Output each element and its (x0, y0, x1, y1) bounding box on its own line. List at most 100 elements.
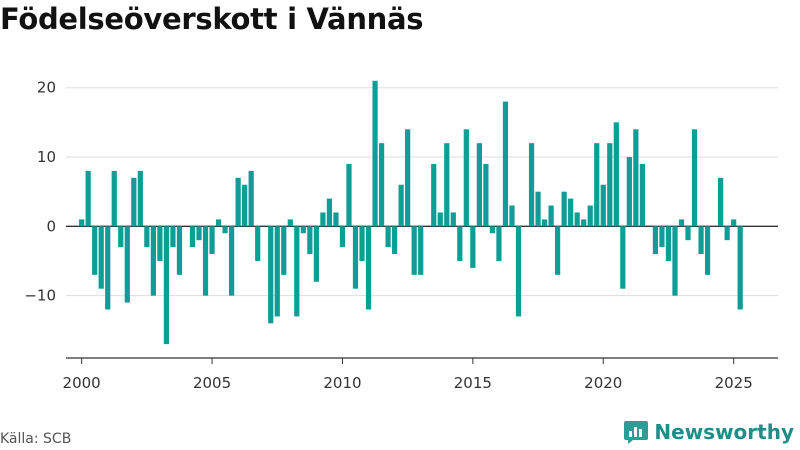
bar (79, 219, 85, 227)
bar (157, 226, 163, 261)
bar (574, 212, 580, 227)
bar (320, 212, 326, 227)
bar (463, 129, 469, 227)
y-tick-label: 20 (37, 79, 56, 97)
bar (639, 163, 645, 227)
bar (444, 143, 450, 227)
bar (170, 226, 176, 248)
x-tick-label: 2025 (715, 374, 753, 392)
bar (607, 143, 613, 227)
bar (457, 226, 463, 261)
bar (229, 226, 235, 296)
bar (281, 226, 287, 275)
bar (378, 143, 385, 227)
bar (587, 205, 593, 227)
bar (483, 163, 489, 227)
x-tick-label: 2020 (584, 374, 622, 392)
bar (476, 143, 482, 227)
bar (613, 122, 619, 227)
bar (385, 226, 391, 248)
source-note: Källa: SCB (0, 431, 72, 447)
bar (731, 219, 737, 227)
bar (568, 198, 574, 227)
bar (339, 226, 346, 248)
bar (98, 226, 104, 289)
brand-logo: Newsworthy (623, 419, 794, 445)
bar (398, 184, 404, 227)
bar (105, 226, 111, 310)
bar (137, 170, 143, 227)
bar (274, 226, 280, 317)
bar (659, 226, 665, 248)
x-tick-label: 2005 (193, 374, 231, 392)
bar (346, 163, 352, 227)
bar (620, 226, 626, 289)
bar (359, 226, 365, 261)
bar (418, 226, 424, 275)
bar (437, 212, 443, 227)
bar (718, 177, 724, 227)
bar (724, 226, 730, 241)
bar (561, 191, 567, 227)
x-tick-label: 2015 (454, 374, 492, 392)
bar (594, 143, 600, 227)
bar (326, 198, 333, 227)
bar (672, 226, 678, 296)
bar (248, 170, 254, 227)
bar (202, 226, 209, 296)
bar (124, 226, 130, 303)
y-tick-label: 0 (46, 217, 56, 235)
bar (242, 184, 248, 227)
x-axis-labels: 2000 2005 2010 2015 2020 2025 (63, 374, 753, 392)
bar (189, 226, 196, 248)
bar (470, 226, 476, 268)
bar (626, 157, 632, 227)
bar (333, 212, 339, 227)
x-tick-label: 2000 (63, 374, 101, 392)
bar (600, 184, 606, 227)
bar (215, 219, 222, 227)
bar (411, 226, 417, 275)
bar (405, 129, 411, 227)
bar-series (79, 80, 743, 345)
newsworthy-logo-icon (624, 421, 649, 444)
x-axis (66, 357, 778, 364)
bar (150, 226, 156, 296)
bar (294, 226, 300, 317)
bar (300, 226, 306, 234)
bar (535, 191, 541, 227)
bar (678, 219, 685, 227)
bar (255, 226, 261, 261)
bar (222, 226, 228, 234)
bar (555, 226, 561, 275)
bar (144, 226, 150, 248)
bar (372, 80, 378, 227)
bar (665, 226, 672, 261)
bar (365, 226, 372, 310)
y-tick-label: 10 (37, 148, 56, 166)
bar (176, 226, 183, 275)
bar (163, 226, 170, 345)
bar (196, 226, 202, 241)
brand-name: Newsworthy (654, 420, 794, 444)
bar (704, 226, 711, 275)
bar (111, 170, 117, 227)
bar (652, 226, 659, 255)
bar (92, 226, 98, 275)
bar (496, 226, 502, 261)
bar (509, 205, 515, 227)
bar (85, 170, 91, 227)
bar (515, 226, 522, 317)
bar (691, 129, 698, 227)
bar (431, 163, 437, 227)
bar (685, 226, 691, 241)
bar (502, 101, 509, 227)
bar (489, 226, 496, 234)
bar (698, 226, 704, 255)
y-axis-labels: −10 0 10 20 (24, 79, 56, 305)
bar (287, 219, 293, 227)
bar (581, 219, 587, 227)
bar (352, 226, 359, 289)
bar (392, 226, 398, 255)
